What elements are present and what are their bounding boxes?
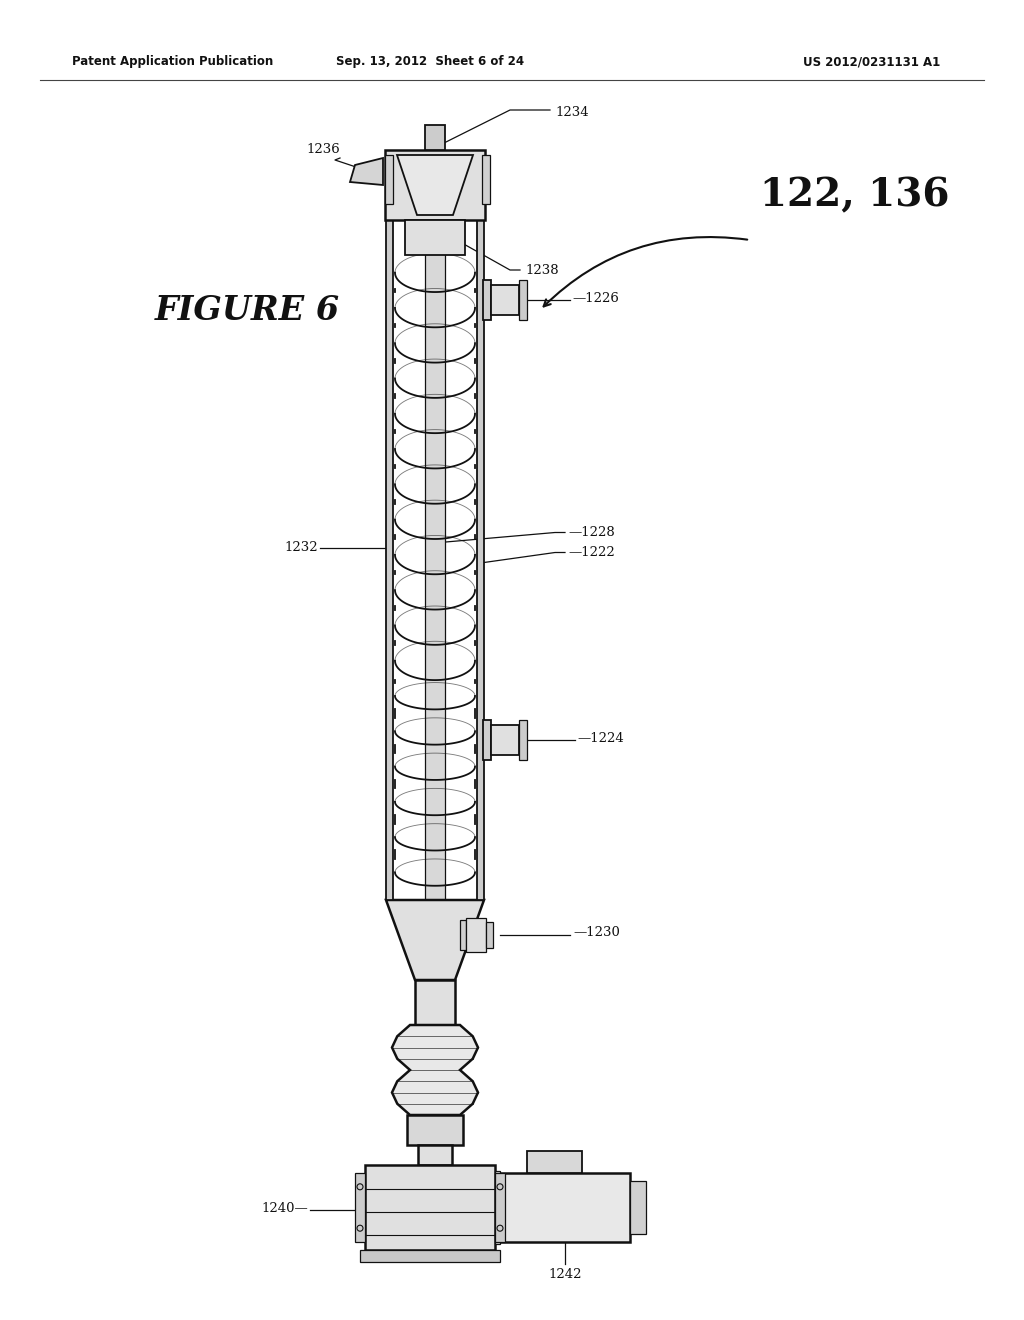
Text: —1230: —1230 bbox=[573, 927, 620, 940]
Text: Sep. 13, 2012  Sheet 6 of 24: Sep. 13, 2012 Sheet 6 of 24 bbox=[336, 55, 524, 69]
Text: —1226: —1226 bbox=[572, 292, 618, 305]
Bar bbox=[483, 719, 490, 760]
Text: 1236: 1236 bbox=[306, 143, 340, 156]
Text: 1238: 1238 bbox=[525, 264, 559, 276]
Bar bbox=[500, 1173, 630, 1242]
Text: —1224: —1224 bbox=[577, 731, 624, 744]
Bar bbox=[365, 1166, 495, 1250]
Polygon shape bbox=[350, 158, 383, 185]
Text: —1222: —1222 bbox=[568, 546, 614, 558]
Bar bbox=[460, 920, 466, 950]
Text: 1232: 1232 bbox=[285, 541, 318, 554]
Bar bbox=[519, 719, 527, 760]
Bar bbox=[490, 725, 519, 755]
Bar bbox=[482, 154, 490, 205]
Bar bbox=[527, 1151, 582, 1173]
Text: —1228: —1228 bbox=[568, 525, 614, 539]
Bar bbox=[495, 1173, 505, 1242]
Bar bbox=[519, 280, 527, 319]
Bar bbox=[490, 285, 519, 315]
Bar bbox=[385, 150, 485, 220]
Bar bbox=[415, 979, 455, 1026]
Bar bbox=[418, 1144, 452, 1166]
Polygon shape bbox=[397, 154, 473, 215]
Text: 1234: 1234 bbox=[555, 106, 589, 119]
Text: Patent Application Publication: Patent Application Publication bbox=[72, 55, 273, 69]
Bar bbox=[406, 220, 465, 255]
Bar bbox=[407, 1115, 463, 1144]
FancyArrowPatch shape bbox=[544, 238, 748, 306]
Polygon shape bbox=[386, 900, 484, 979]
Bar bbox=[385, 154, 393, 205]
Bar bbox=[425, 125, 445, 150]
Polygon shape bbox=[392, 1026, 478, 1115]
Bar bbox=[393, 170, 477, 900]
Bar bbox=[355, 1173, 365, 1242]
Bar bbox=[495, 1171, 500, 1243]
Text: 122, 136: 122, 136 bbox=[760, 176, 949, 214]
Bar bbox=[486, 921, 493, 948]
Bar bbox=[466, 917, 486, 952]
Bar bbox=[425, 150, 445, 1020]
Bar bbox=[483, 280, 490, 319]
Text: 1240—: 1240— bbox=[261, 1201, 308, 1214]
Bar bbox=[630, 1181, 646, 1234]
Text: US 2012/0231131 A1: US 2012/0231131 A1 bbox=[803, 55, 940, 69]
Bar bbox=[360, 1250, 500, 1262]
Text: 1242: 1242 bbox=[548, 1269, 582, 1280]
Bar bbox=[477, 170, 484, 900]
Bar bbox=[386, 170, 393, 900]
Text: FIGURE 6: FIGURE 6 bbox=[155, 293, 340, 326]
